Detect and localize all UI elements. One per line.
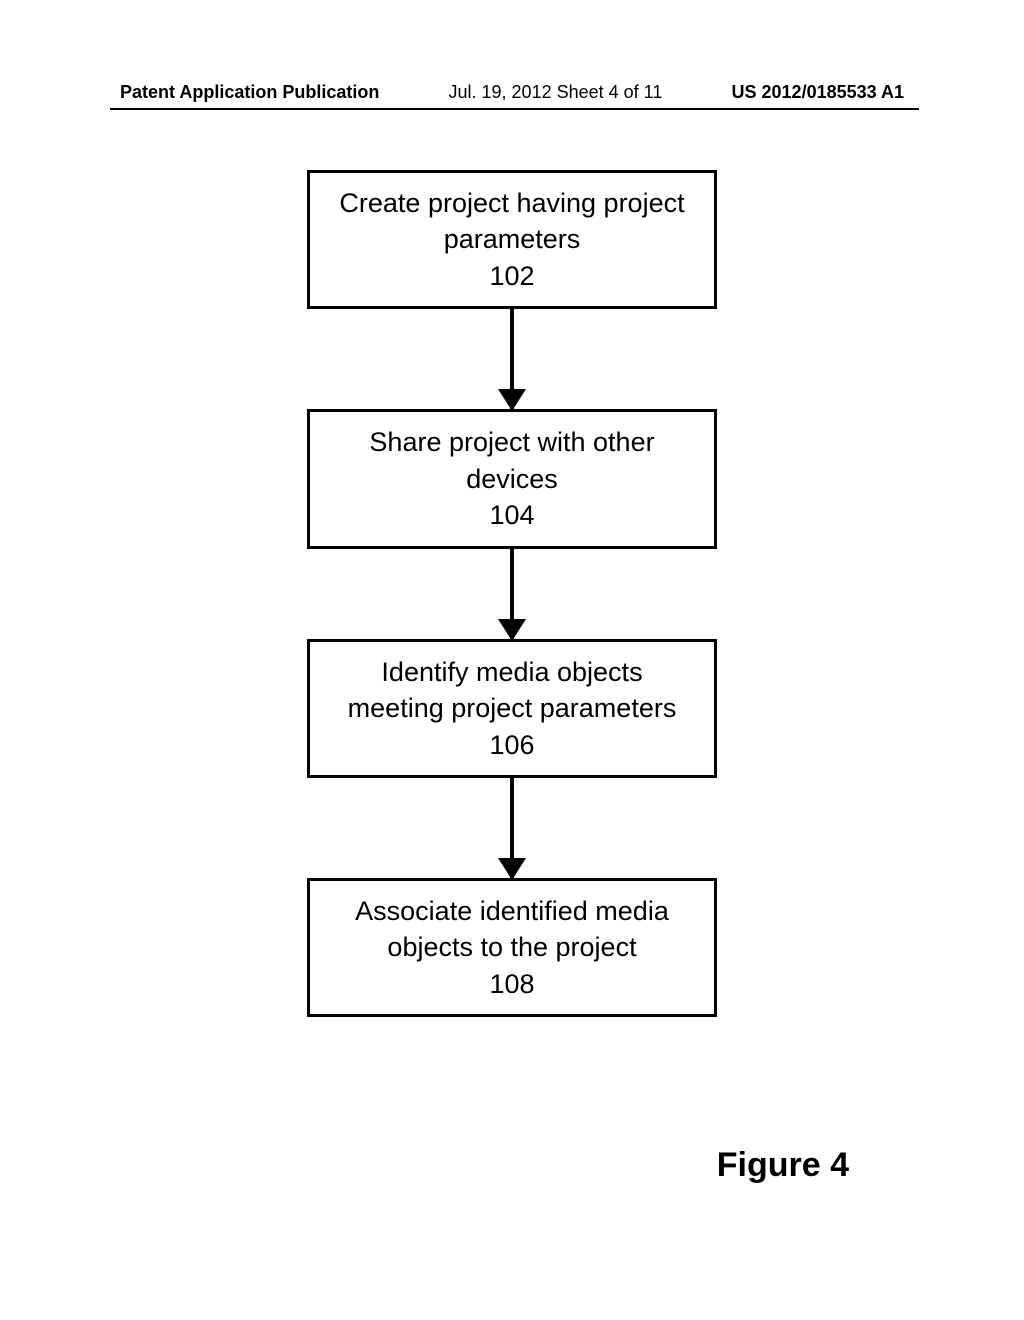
header-center-text: Jul. 19, 2012 Sheet 4 of 11 <box>449 82 663 103</box>
node-text-line1: Share project with other <box>330 424 694 460</box>
node-text-line2: parameters <box>330 221 694 257</box>
flow-node-108: Associate identified media objects to th… <box>307 878 717 1017</box>
node-text-line2: objects to the project <box>330 929 694 965</box>
node-text-line2: meeting project parameters <box>330 690 694 726</box>
figure-caption: Figure 4 <box>717 1146 849 1185</box>
node-text-line1: Associate identified media <box>330 893 694 929</box>
node-number: 104 <box>330 497 694 533</box>
node-number: 106 <box>330 727 694 763</box>
node-number: 108 <box>330 966 694 1002</box>
flow-node-106: Identify media objects meeting project p… <box>307 639 717 778</box>
page-header: Patent Application Publication Jul. 19, … <box>0 82 1024 103</box>
header-divider <box>110 108 919 110</box>
flow-arrow-2 <box>510 549 514 639</box>
node-text-line1: Identify media objects <box>330 654 694 690</box>
header-left-text: Patent Application Publication <box>120 82 379 103</box>
flow-node-104: Share project with other devices 104 <box>307 409 717 548</box>
flow-arrow-3 <box>510 778 514 878</box>
node-text-line2: devices <box>330 461 694 497</box>
flowchart-container: Create project having project parameters… <box>0 170 1024 1017</box>
header-right-text: US 2012/0185533 A1 <box>732 82 904 103</box>
node-text-line1: Create project having project <box>330 185 694 221</box>
node-number: 102 <box>330 258 694 294</box>
flow-node-102: Create project having project parameters… <box>307 170 717 309</box>
flow-arrow-1 <box>510 309 514 409</box>
